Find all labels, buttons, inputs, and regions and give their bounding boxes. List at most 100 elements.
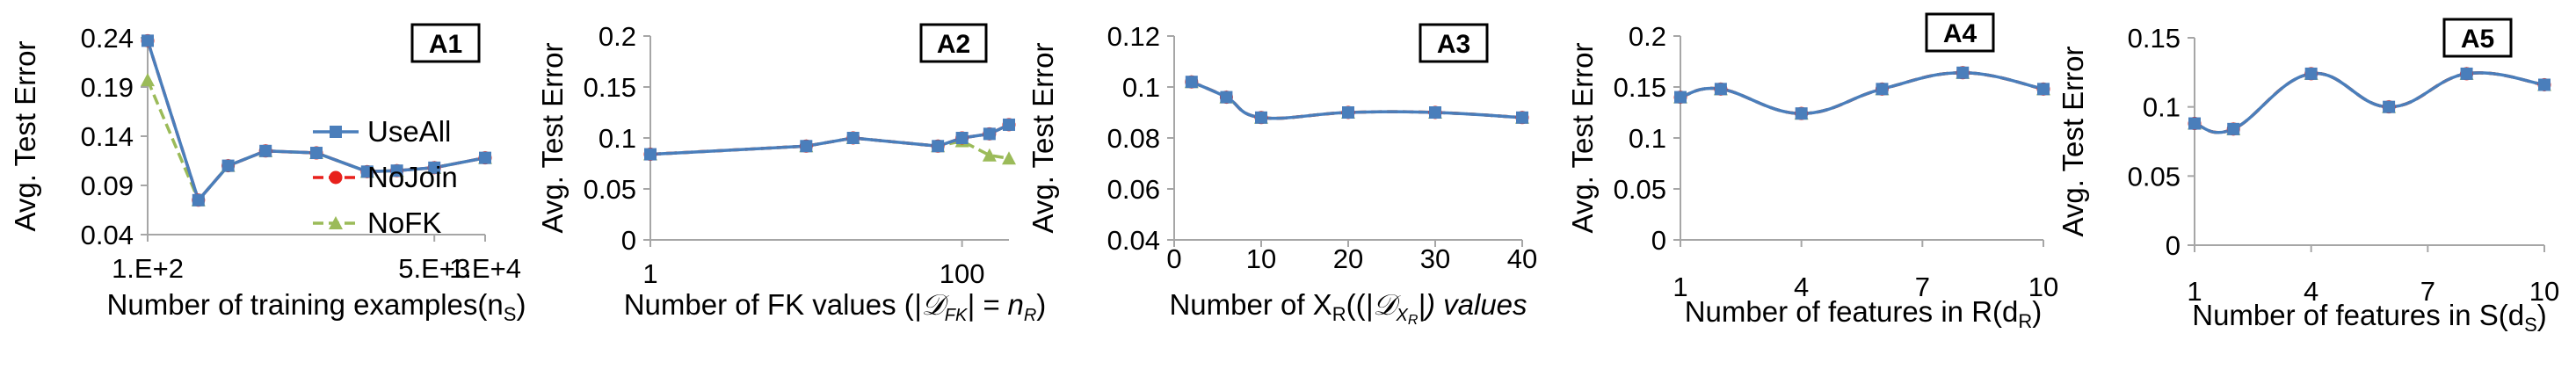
data-point-useall — [192, 193, 205, 206]
y-tick-label: 0.1 — [1122, 72, 1160, 103]
data-point-useall — [2304, 67, 2318, 80]
y-axis-label: Avg. Test Error — [2057, 46, 2089, 236]
panel-label-box — [410, 23, 481, 63]
data-point-useall — [310, 147, 323, 160]
x-axis-label-math-subscript: FK — [945, 306, 969, 325]
y-tick-label: 0.1 — [1629, 123, 1666, 154]
x-axis-label: Number of features in S(dS) — [2192, 299, 2547, 336]
x-axis-label-text: Number of features in R(d — [1685, 295, 2019, 328]
y-tick-label: 0.1 — [599, 123, 636, 154]
panel-label: A2 — [937, 30, 970, 59]
data-point-useall — [2188, 117, 2201, 130]
data-point-nofk — [982, 148, 997, 162]
data-point-useall — [1003, 118, 1015, 131]
panel-label: A4 — [1943, 19, 1977, 48]
x-axis-label-subscript: S — [504, 303, 517, 325]
x-tick-label: 10 — [2028, 272, 2058, 302]
y-tick-label: 0.05 — [584, 174, 636, 205]
x-tick-label: 7 — [1915, 272, 1930, 302]
chart-panel-a2: 0 0.05 0.1 0.15 0.2 1 100 Avg. Test Error Number… — [536, 21, 1046, 325]
panel-label-box — [1925, 12, 1995, 53]
y-tick-label: 0.05 — [2128, 161, 2181, 192]
legend: UseAll NoJoin NoFK — [313, 115, 458, 239]
data-point-useall — [1185, 76, 1198, 89]
x-tick-label: 100 — [940, 258, 985, 289]
x-axis-label-text: (( — [1346, 288, 1366, 321]
x-tick-label: 0 — [1166, 243, 1181, 274]
chart-panel-a1: 0.04 0.09 0.14 0.19 0.24 1.E+2 5.E+31.E+4 Avg. … — [9, 23, 526, 325]
x-tick-label: 7 — [2420, 276, 2435, 307]
legend-marker-nofk — [329, 216, 343, 229]
x-tick-label: 5.E+3 — [398, 253, 470, 284]
legend-marker-useall — [330, 126, 342, 138]
data-point-useall — [932, 140, 945, 153]
x-tick-label: 10 — [2529, 276, 2559, 307]
y-tick-label: 0 — [621, 225, 636, 256]
x-axis-label-math: |𝒟 — [1366, 288, 1402, 321]
x-axis-label-text: ) — [2537, 299, 2547, 331]
x-tick-label: 20 — [1333, 243, 1363, 274]
data-point-useall — [1342, 106, 1354, 119]
data-point-useall — [2383, 100, 2396, 113]
y-tick-label: 0.12 — [1107, 21, 1160, 52]
y-tick-label: 0.06 — [1107, 174, 1160, 205]
data-point-useall — [259, 144, 272, 157]
x-axis-label-text: ) — [1036, 288, 1046, 321]
y-tick-label: 0.05 — [1614, 174, 1666, 205]
x-tick-label: 1 — [2187, 276, 2202, 307]
x-tick-label: 4 — [1794, 272, 1809, 302]
y-tick-label: 0.04 — [1107, 225, 1160, 256]
data-point-useall — [1956, 66, 1970, 79]
panel-label: A1 — [429, 30, 462, 59]
data-point-useall — [800, 140, 813, 153]
legend-label-nojoin: NoJoin — [367, 161, 458, 193]
x-tick-label: 1.E+4 — [449, 253, 521, 284]
panel-label: A5 — [2461, 25, 2494, 54]
x-tick-label: 40 — [1507, 243, 1537, 274]
data-point-useall — [846, 132, 860, 144]
series-line-useall — [2194, 71, 2545, 134]
panel-label-box — [1419, 23, 1489, 63]
y-tick-label: 0 — [2166, 230, 2181, 261]
x-tick-label: 1 — [642, 258, 657, 289]
data-point-useall — [2538, 78, 2551, 91]
x-axis-label-subscript: R — [2018, 310, 2032, 332]
panel-label-box — [919, 23, 988, 63]
y-tick-label: 0.2 — [1629, 21, 1666, 52]
y-tick-label: 0.15 — [1614, 72, 1666, 103]
data-point-useall — [428, 161, 441, 174]
data-point-useall — [644, 148, 657, 161]
data-point-useall — [1674, 91, 1687, 104]
x-axis-label-math-subscript: R — [1408, 313, 1419, 328]
x-axis-label-math: | = n — [967, 288, 1024, 321]
y-tick-label: 0.04 — [81, 220, 134, 250]
x-axis-label-text: ) — [2032, 295, 2042, 328]
data-point-nofk — [1002, 151, 1016, 165]
x-axis-label-text: ) — [516, 288, 526, 321]
x-tick-label: 30 — [1420, 243, 1450, 274]
y-tick-label: 0.08 — [1107, 123, 1160, 154]
x-tick-label: 1 — [1673, 272, 1687, 302]
legend-label-useall: UseAll — [367, 115, 451, 148]
y-tick-label: 0.2 — [599, 21, 636, 52]
x-axis-label-subscript: R — [1332, 303, 1346, 325]
data-point-useall — [1429, 106, 1441, 119]
chart-panel-a4: 0 0.05 0.1 0.15 0.2 1 4 7 10 Avg. Test Error Numbe… — [1566, 12, 2058, 332]
y-tick-label: 0.1 — [2143, 92, 2181, 123]
y-axis-label: Avg. Test Error — [1566, 42, 1599, 233]
x-axis-label: Number of FK values (|𝒟FK| = nR) — [624, 288, 1047, 325]
x-axis-label: Number of training examples(nS) — [107, 288, 526, 325]
data-point-useall — [1516, 111, 1528, 124]
y-tick-label: 0.19 — [81, 72, 134, 103]
data-point-useall — [2037, 83, 2050, 96]
data-point-useall — [479, 151, 491, 164]
data-point-nofk — [141, 73, 155, 87]
data-point-useall — [2227, 122, 2240, 135]
y-tick-label: 0 — [1651, 225, 1666, 256]
chart-panel-a3: 0.04 0.06 0.08 0.1 0.12 0 10 20 30 40 Avg. Test Er… — [1027, 21, 1537, 328]
y-tick-label: 0.09 — [81, 170, 134, 201]
y-tick-label: 0.15 — [2128, 23, 2181, 54]
data-point-useall — [1220, 91, 1233, 104]
y-tick-label: 0.15 — [584, 72, 636, 103]
y-axis-label: Avg. Test Error — [9, 40, 41, 231]
